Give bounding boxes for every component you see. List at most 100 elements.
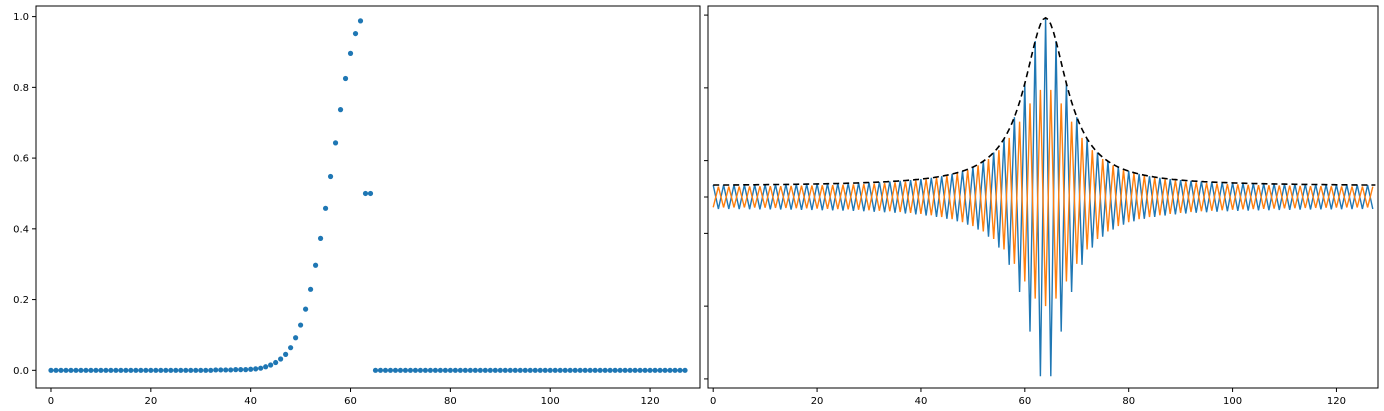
scatter-point-36 bbox=[228, 367, 234, 373]
scatter-point-38 bbox=[238, 367, 244, 373]
right-xtick-label-5: 100 bbox=[1223, 396, 1242, 407]
series-line-1 bbox=[712, 89, 1374, 307]
scatter-point-74 bbox=[417, 367, 424, 373]
scatter-point-8 bbox=[88, 367, 94, 373]
scatter-point-95 bbox=[522, 367, 528, 373]
left-ytick-label-3: 0.6 bbox=[13, 154, 29, 165]
scatter-point-116 bbox=[627, 367, 633, 373]
left-ytick-label-2: 0.4 bbox=[13, 224, 29, 235]
scatter-point-65 bbox=[372, 367, 379, 373]
scatter-point-123 bbox=[662, 367, 668, 373]
scatter-point-52 bbox=[307, 286, 314, 292]
scatter-point-113 bbox=[612, 367, 618, 373]
scatter-point-39 bbox=[243, 367, 249, 373]
scatter-point-121 bbox=[652, 367, 658, 373]
scatter-point-1 bbox=[53, 367, 59, 373]
right-xtick-label-4: 80 bbox=[1122, 396, 1135, 407]
scatter-point-29 bbox=[193, 367, 199, 373]
scatter-point-0 bbox=[48, 367, 54, 373]
scatter-point-114 bbox=[617, 367, 623, 373]
scatter-point-91 bbox=[502, 367, 508, 373]
scatter-point-72 bbox=[407, 367, 414, 373]
scatter-point-104 bbox=[567, 367, 573, 373]
scatter-point-51 bbox=[302, 306, 309, 312]
scatter-point-48 bbox=[288, 345, 294, 351]
scatter-point-23 bbox=[163, 367, 169, 373]
scatter-point-3 bbox=[63, 367, 69, 373]
scatter-point-18 bbox=[138, 367, 144, 373]
scatter-point-85 bbox=[472, 367, 478, 373]
scatter-point-77 bbox=[432, 367, 438, 373]
scatter-point-106 bbox=[577, 367, 583, 373]
scatter-point-87 bbox=[482, 367, 488, 373]
scatter-point-76 bbox=[427, 367, 434, 373]
scatter-point-73 bbox=[412, 367, 419, 373]
scatter-point-40 bbox=[248, 366, 254, 372]
scatter-point-26 bbox=[178, 367, 184, 373]
scatter-point-37 bbox=[233, 367, 239, 373]
scatter-point-43 bbox=[263, 364, 269, 370]
scatter-point-35 bbox=[223, 367, 229, 373]
scatter-point-79 bbox=[442, 367, 448, 373]
left-ytick-label-4: 0.8 bbox=[13, 83, 29, 94]
scatter-point-97 bbox=[532, 367, 538, 373]
scatter-point-112 bbox=[607, 367, 613, 373]
left-ytick-label-5: 1.0 bbox=[13, 12, 29, 23]
scatter-point-7 bbox=[83, 367, 89, 373]
scatter-point-94 bbox=[517, 367, 523, 373]
scatter-point-81 bbox=[452, 367, 458, 373]
left-xtick-label-4: 80 bbox=[444, 396, 457, 407]
scatter-point-24 bbox=[168, 367, 174, 373]
scatter-point-93 bbox=[512, 367, 518, 373]
scatter-point-34 bbox=[218, 367, 224, 373]
left-xtick-label-1: 20 bbox=[144, 396, 157, 407]
scatter-point-68 bbox=[387, 367, 394, 373]
scatter-point-30 bbox=[198, 367, 204, 373]
scatter-point-78 bbox=[437, 367, 443, 373]
scatter-point-57 bbox=[332, 140, 339, 146]
scatter-point-55 bbox=[322, 205, 329, 211]
left-scatter-axes: 0.0 0.2 0.4 0.6 0.8 1.0 0 20 40 60 80 100 120 bbox=[13, 5, 701, 407]
left-ytick-label-0: 0.0 bbox=[13, 366, 29, 377]
scatter-point-105 bbox=[572, 367, 578, 373]
scatter-point-125 bbox=[672, 367, 678, 373]
scatter-point-41 bbox=[253, 366, 259, 372]
left-axes-frame bbox=[35, 5, 701, 389]
scatter-point-63 bbox=[362, 190, 369, 197]
scatter-point-56 bbox=[327, 173, 334, 180]
scatter-point-21 bbox=[153, 367, 159, 373]
scatter-point-102 bbox=[557, 367, 563, 373]
scatter-point-117 bbox=[632, 367, 638, 373]
scatter-point-110 bbox=[597, 367, 603, 373]
scatter-point-109 bbox=[592, 367, 598, 373]
scatter-point-15 bbox=[123, 367, 129, 373]
right-line-axes: 0 20 40 60 80 100 120 bbox=[704, 5, 1379, 407]
scatter-point-5 bbox=[73, 367, 79, 373]
scatter-point-32 bbox=[208, 367, 214, 373]
scatter-point-59 bbox=[342, 75, 349, 82]
left-xtick-label-5: 100 bbox=[541, 396, 560, 407]
scatter-point-44 bbox=[268, 362, 274, 368]
scatter-point-42 bbox=[258, 365, 264, 371]
scatter-point-70 bbox=[397, 367, 404, 373]
scatter-point-12 bbox=[108, 367, 114, 373]
right-xtick-label-2: 40 bbox=[915, 396, 928, 407]
scatter-point-62 bbox=[357, 18, 364, 24]
scatter-point-96 bbox=[527, 367, 533, 373]
scatter-point-83 bbox=[462, 367, 468, 373]
scatter-point-54 bbox=[317, 235, 324, 241]
scatter-point-124 bbox=[667, 367, 673, 373]
scatter-point-127 bbox=[682, 367, 688, 373]
scatter-point-25 bbox=[173, 367, 179, 373]
scatter-point-69 bbox=[392, 367, 399, 373]
scatter-point-82 bbox=[457, 367, 463, 373]
scatter-point-120 bbox=[647, 367, 653, 373]
scatter-point-45 bbox=[273, 359, 279, 366]
scatter-point-20 bbox=[148, 367, 154, 373]
scatter-point-111 bbox=[602, 367, 608, 373]
scatter-point-22 bbox=[158, 367, 164, 373]
scatter-point-60 bbox=[347, 50, 354, 56]
scatter-point-16 bbox=[128, 367, 134, 373]
right-xtick-label-3: 60 bbox=[1018, 396, 1031, 407]
